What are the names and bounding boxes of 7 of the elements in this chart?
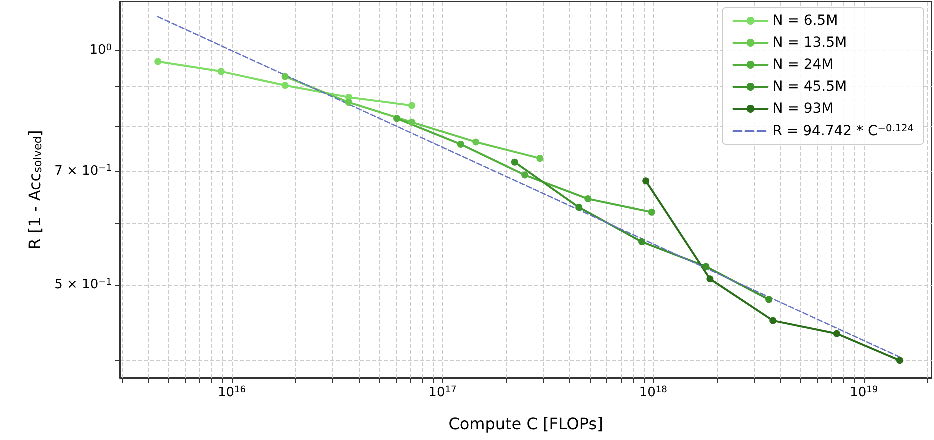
legend-label: N = 45.5M [772,79,848,95]
legend-label: N = 13.5M [772,35,848,51]
legend-label: N = 24M [772,57,834,73]
legend-label: N = 6.5M [772,13,838,29]
x-axis-title: Compute C [FLOPs] [448,414,604,434]
legend-label: N = 93M [772,101,834,117]
y-axis-title: R [1 - Accsolved] [26,130,45,250]
